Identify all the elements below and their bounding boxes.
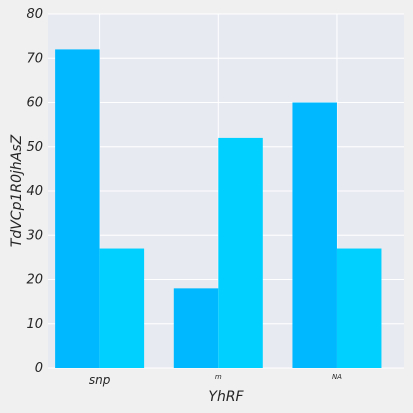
- x-tick-label: NA: [332, 373, 342, 381]
- bar-series2-NA: [336, 248, 382, 368]
- y-tick-label: 30: [26, 228, 43, 243]
- bars: [55, 49, 382, 369]
- y-tick-label: 10: [26, 317, 43, 332]
- y-axis-label: TdVCp1R0jhAsZ: [9, 134, 25, 247]
- bar-series2-snp: [99, 248, 145, 368]
- x-axis-label: YhRF: [208, 389, 244, 405]
- y-tick-label: 60: [26, 96, 43, 111]
- bar-series1-snp: [55, 49, 100, 369]
- y-tick-label: 0: [35, 361, 43, 376]
- x-tick-labels: snp m NA: [89, 373, 342, 387]
- y-tick-label: 40: [26, 184, 43, 199]
- x-tick-label: m: [215, 373, 222, 381]
- y-tick-label: 80: [26, 7, 43, 22]
- bar-series1-NA: [292, 102, 337, 368]
- y-tick-label: 20: [26, 273, 43, 288]
- bar-series1-m: [173, 288, 219, 368]
- y-tick-labels: 0 10 20 30 40 50 60 70 80: [26, 7, 43, 376]
- x-tick-label: snp: [89, 373, 111, 387]
- y-tick-label: 70: [26, 51, 43, 66]
- y-tick-label: 50: [26, 140, 43, 155]
- bar-series2-m: [218, 137, 263, 368]
